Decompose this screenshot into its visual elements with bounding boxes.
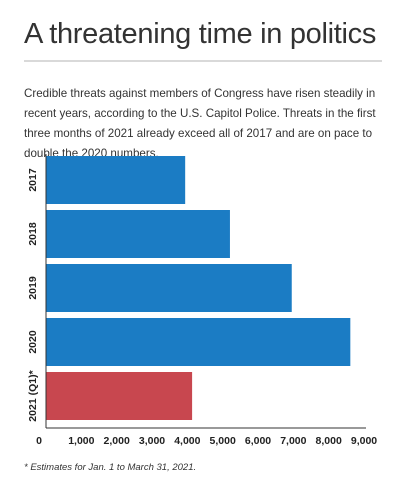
x-tick-label: 2,000 <box>104 435 130 447</box>
bar-2021-q1 <box>46 372 193 420</box>
x-tick-label: 3,000 <box>139 435 165 447</box>
x-tick-label: 4,000 <box>174 435 200 447</box>
x-tick-label: 9,000 <box>351 435 377 447</box>
category-label: 2017 <box>27 168 39 192</box>
x-tick-label: 7,000 <box>280 435 306 447</box>
bar-2017 <box>46 156 186 204</box>
x-tick-label: 0 <box>36 435 42 447</box>
bar-2018 <box>46 210 230 258</box>
bar-2019 <box>46 264 292 312</box>
chart-footnote: * Estimates for Jan. 1 to March 31, 2021… <box>24 462 197 473</box>
chart-description: Credible threats against members of Cong… <box>24 87 376 160</box>
category-label: 2019 <box>27 276 39 300</box>
x-tick-label: 1,000 <box>68 435 94 447</box>
x-tick-label: 5,000 <box>210 435 236 447</box>
x-tick-label: 8,000 <box>316 435 342 447</box>
category-label: 2018 <box>27 222 39 246</box>
title-divider <box>24 60 382 62</box>
threats-bar-chart: 2017 2018 2019 2020 2021 (Q1)* 0 1,000 2,000 3,0… <box>27 154 377 447</box>
category-label: 2020 <box>27 330 39 354</box>
page-title: A threatening time in politics <box>24 18 377 50</box>
x-tick-label: 6,000 <box>245 435 271 447</box>
bar-2020 <box>46 318 351 366</box>
category-label: 2021 (Q1)* <box>27 369 39 421</box>
